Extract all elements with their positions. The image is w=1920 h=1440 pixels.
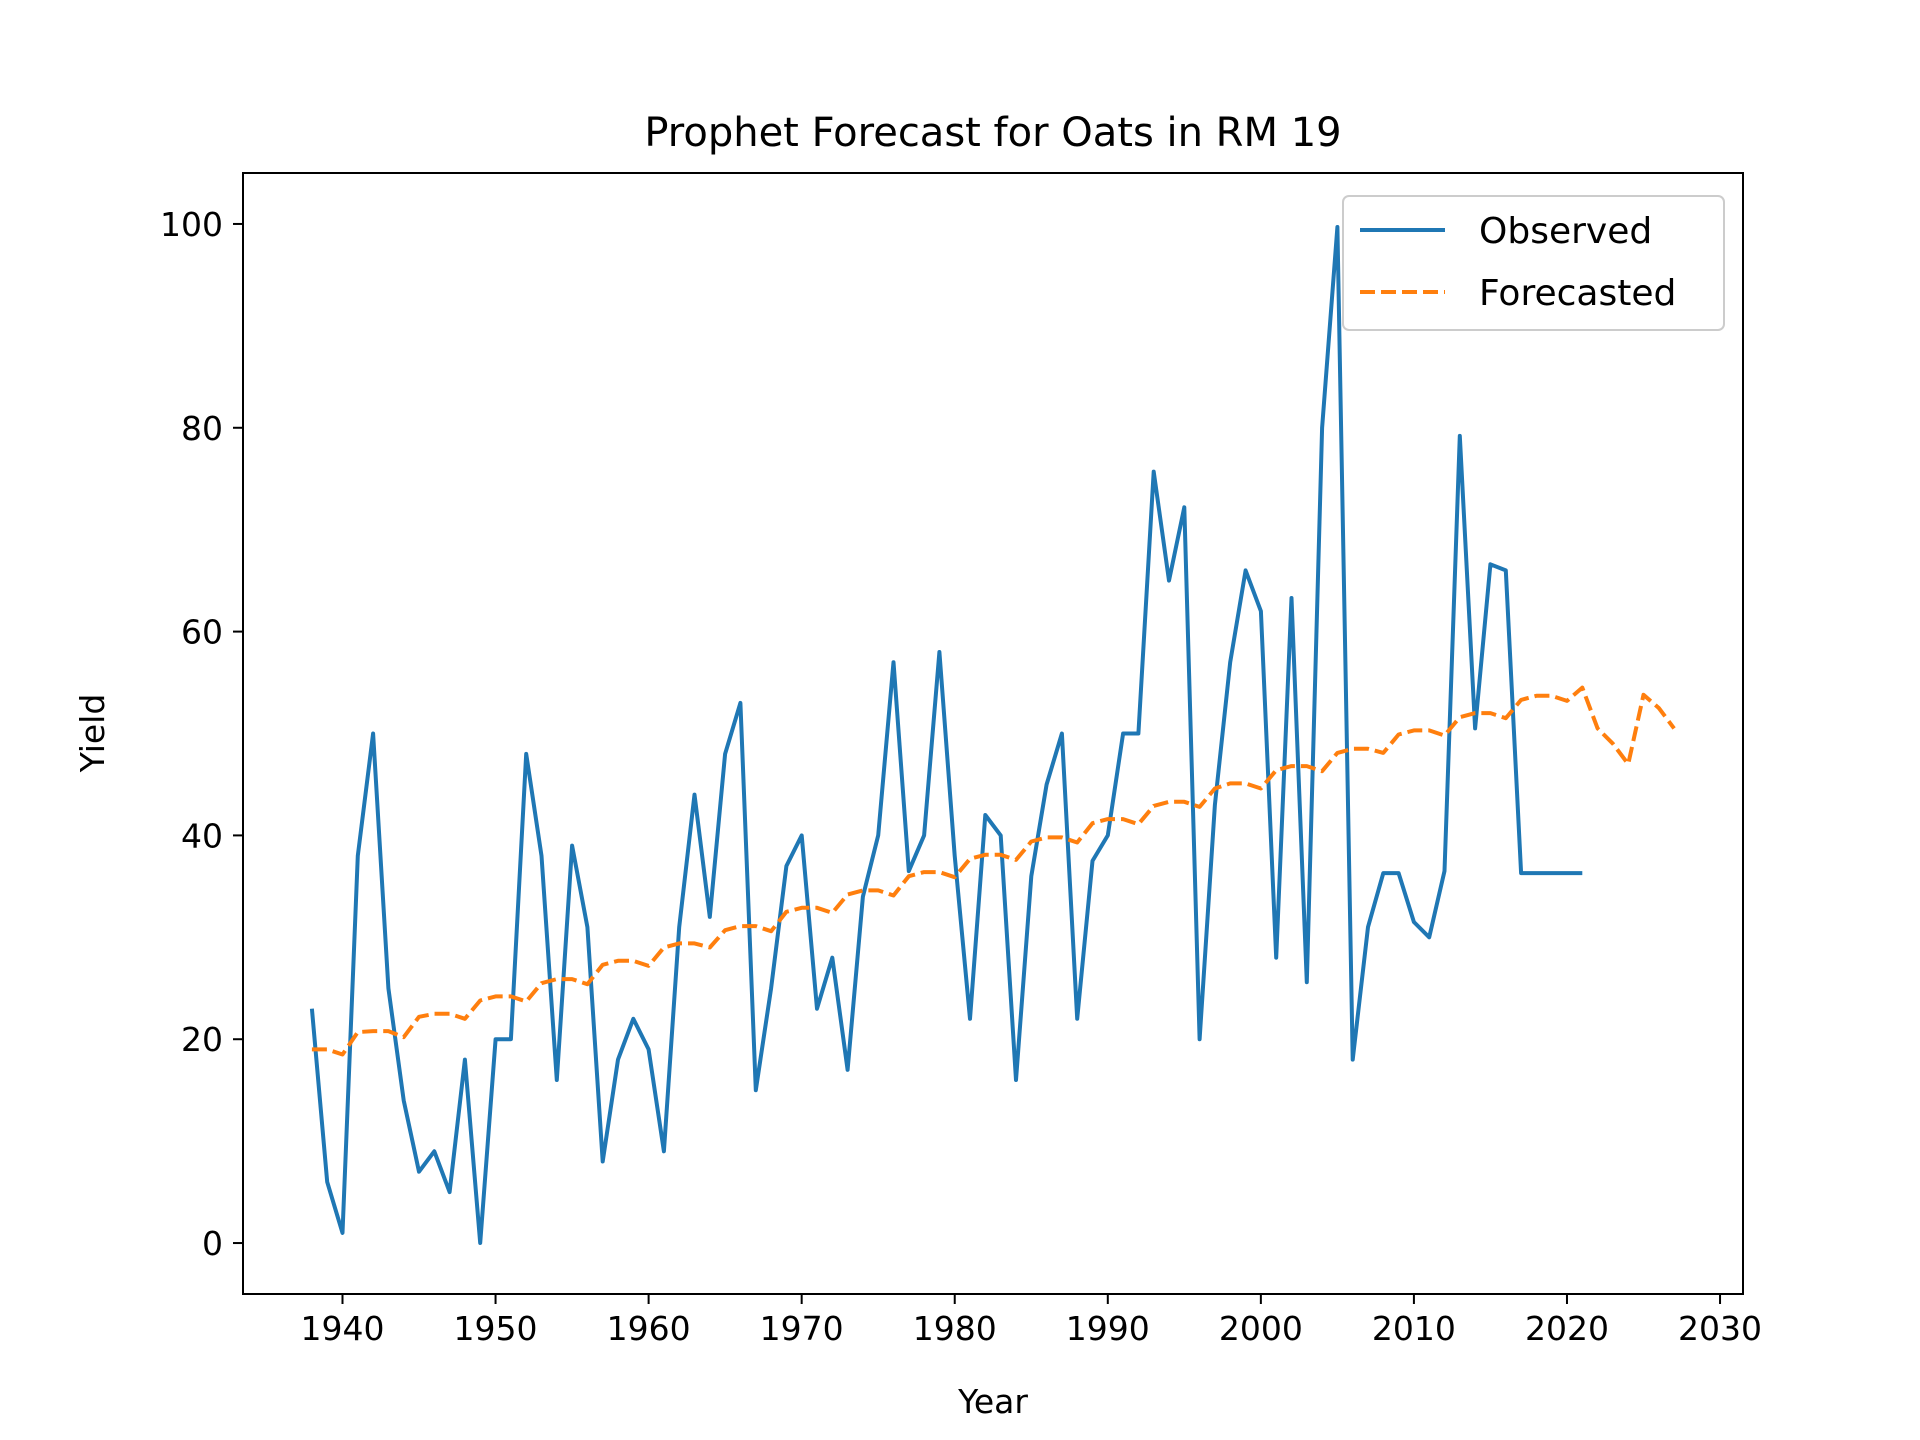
- x-tick-label: 1940: [300, 1309, 384, 1348]
- x-axis: 1940 1950 1960 1970 1980 1990 2000 2010 2020 2030: [300, 1294, 1762, 1348]
- series-line-forecasted: [311, 685, 1676, 1057]
- y-tick-label: 80: [181, 409, 223, 448]
- y-tick-label: 0: [202, 1224, 223, 1263]
- x-tick-label: 1980: [913, 1309, 997, 1348]
- chart-title: Prophet Forecast for Oats in RM 19: [644, 110, 1341, 156]
- series-layer: [309, 225, 1676, 1245]
- y-axis: 0 20 40 60 80 100: [160, 205, 243, 1263]
- x-tick-label: 1950: [454, 1309, 538, 1348]
- y-axis-label: Yield: [73, 694, 112, 774]
- y-tick-label: 40: [181, 816, 223, 855]
- x-axis-label: Year: [957, 1382, 1028, 1421]
- x-tick-label: 1960: [607, 1309, 691, 1348]
- y-tick-label: 20: [181, 1020, 223, 1059]
- legend-label-observed: Observed: [1479, 211, 1652, 252]
- legend: Observed Forecasted: [1342, 195, 1725, 331]
- x-tick-label: 2000: [1219, 1309, 1303, 1348]
- x-tick-label: 1970: [760, 1309, 844, 1348]
- y-tick-label: 60: [181, 613, 223, 652]
- x-tick-label: 2030: [1678, 1309, 1762, 1348]
- x-tick-label: 1990: [1066, 1309, 1150, 1348]
- series-line-observed: [309, 225, 1583, 1245]
- x-tick-label: 2020: [1525, 1309, 1609, 1348]
- plot-frame: [242, 172, 1744, 1295]
- x-tick-label: 2010: [1372, 1309, 1456, 1348]
- legend-label-forecasted: Forecasted: [1479, 273, 1676, 314]
- y-tick-label: 100: [160, 205, 223, 244]
